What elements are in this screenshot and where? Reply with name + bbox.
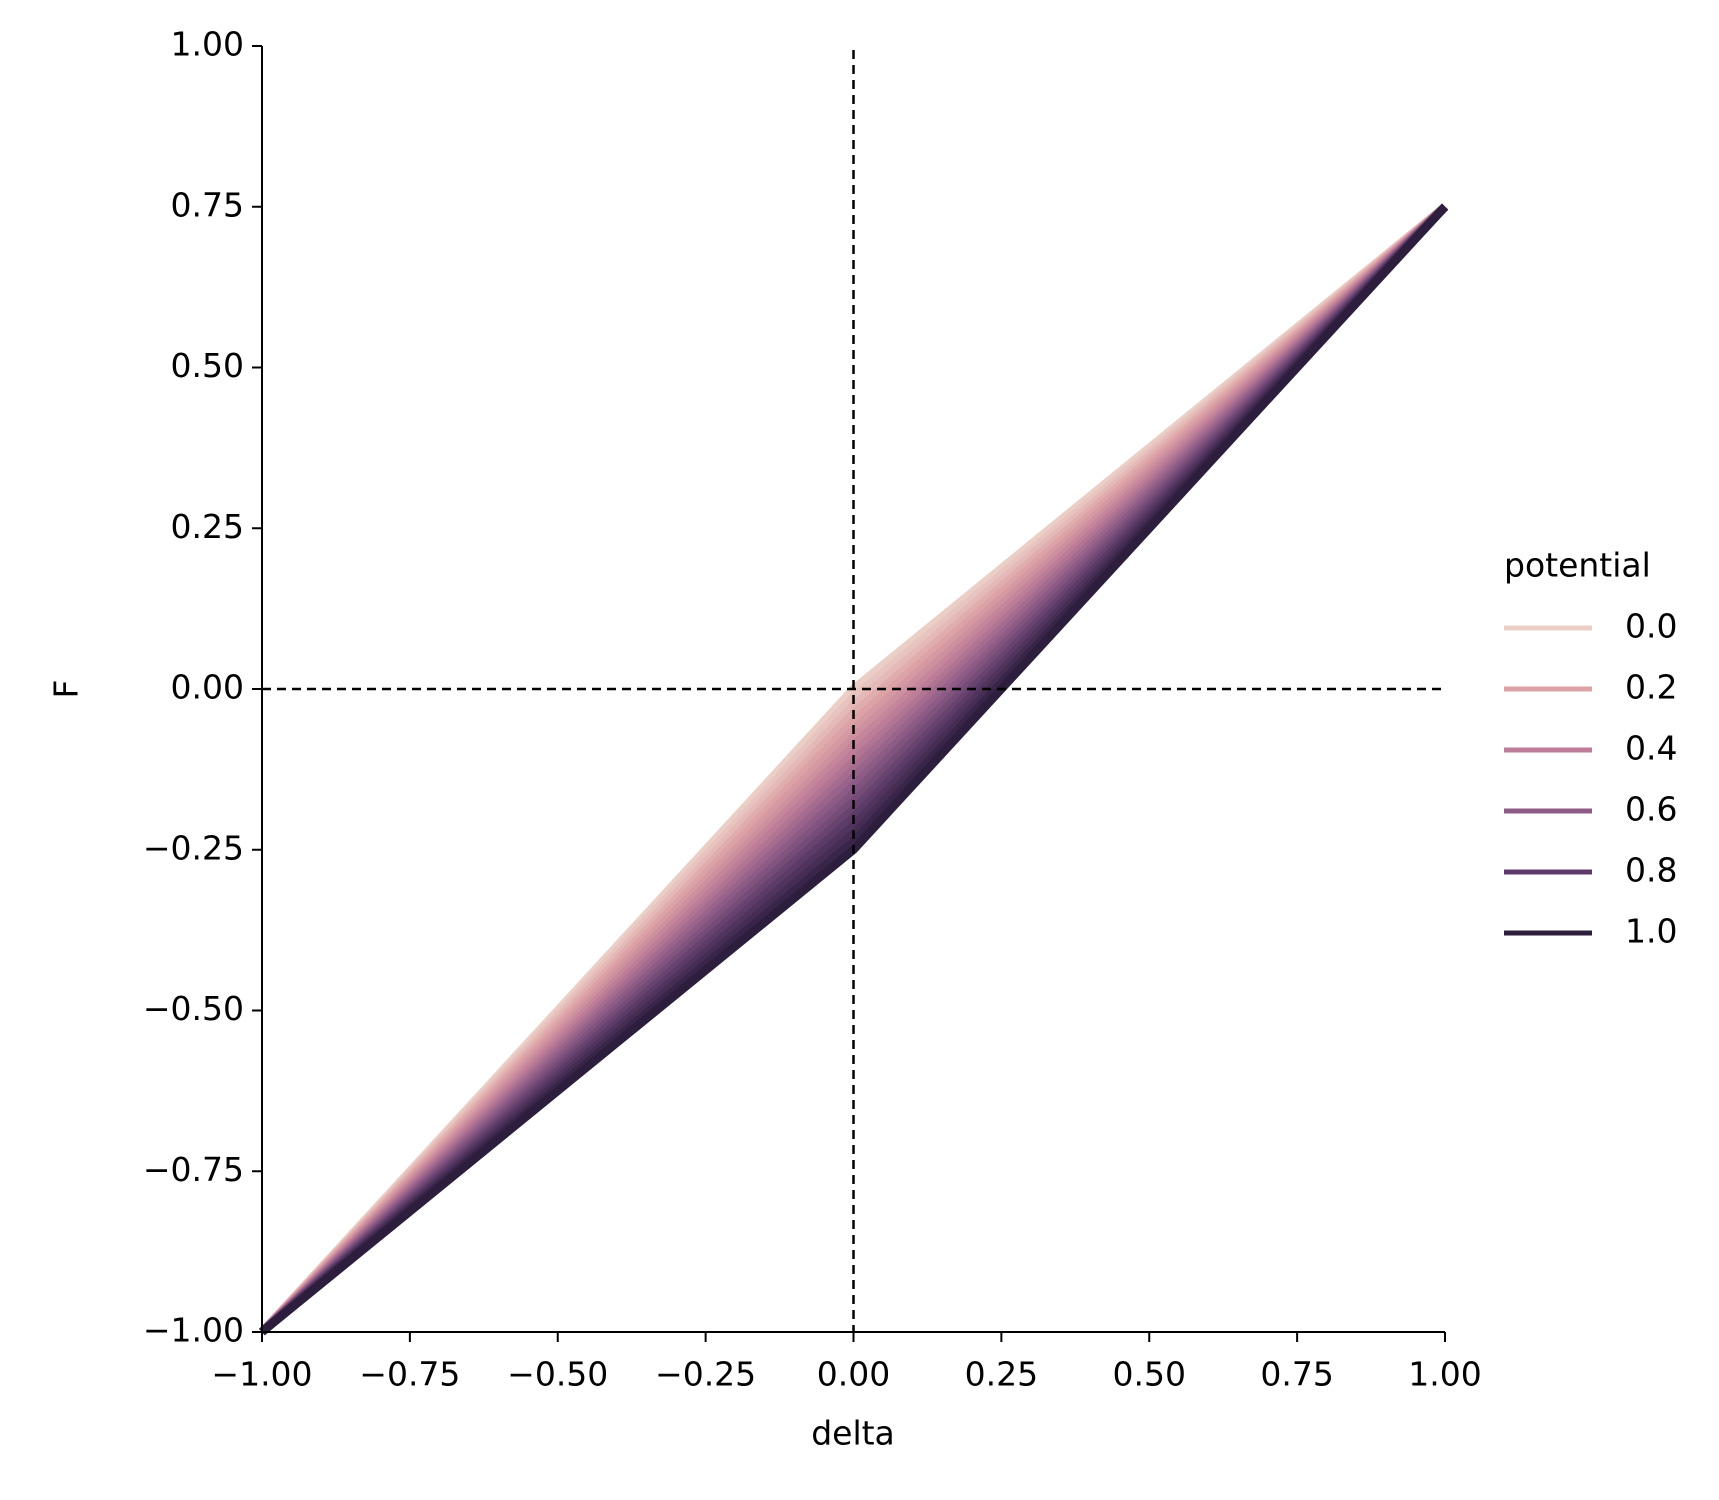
x-tick-label: 0.25 [965, 1355, 1038, 1394]
legend-label: 0.6 [1625, 790, 1677, 829]
legend-label: 0.4 [1625, 729, 1677, 768]
x-tick-label: −0.25 [655, 1355, 756, 1394]
y-tick-label: 0.25 [171, 507, 244, 546]
x-tick-label: −1.00 [211, 1355, 312, 1394]
x-tick-label: −0.50 [507, 1355, 608, 1394]
y-tick-label: 0.75 [171, 185, 244, 224]
y-tick-label: 0.50 [171, 346, 244, 385]
y-tick-label: 1.00 [171, 25, 244, 64]
y-tick-label: −0.25 [143, 828, 244, 867]
legend-label: 0.0 [1625, 607, 1677, 646]
x-tick-label: 1.00 [1408, 1355, 1481, 1394]
x-axis-label: delta [811, 1414, 895, 1453]
y-tick-label: 0.00 [171, 668, 244, 707]
y-tick-label: −0.75 [143, 1150, 244, 1189]
legend-label: 0.8 [1625, 851, 1677, 890]
y-tick-label: −1.00 [143, 1311, 244, 1350]
x-tick-label: 0.50 [1113, 1355, 1186, 1394]
legend-label: 1.0 [1625, 912, 1677, 951]
legend-title: potential [1504, 546, 1651, 585]
x-tick-label: 0.75 [1260, 1355, 1333, 1394]
x-tick-label: 0.00 [817, 1355, 890, 1394]
y-axis-label: F [47, 680, 86, 699]
x-tick-label: −0.75 [359, 1355, 460, 1394]
legend-label: 0.2 [1625, 668, 1677, 707]
y-tick-label: −0.50 [143, 989, 244, 1028]
